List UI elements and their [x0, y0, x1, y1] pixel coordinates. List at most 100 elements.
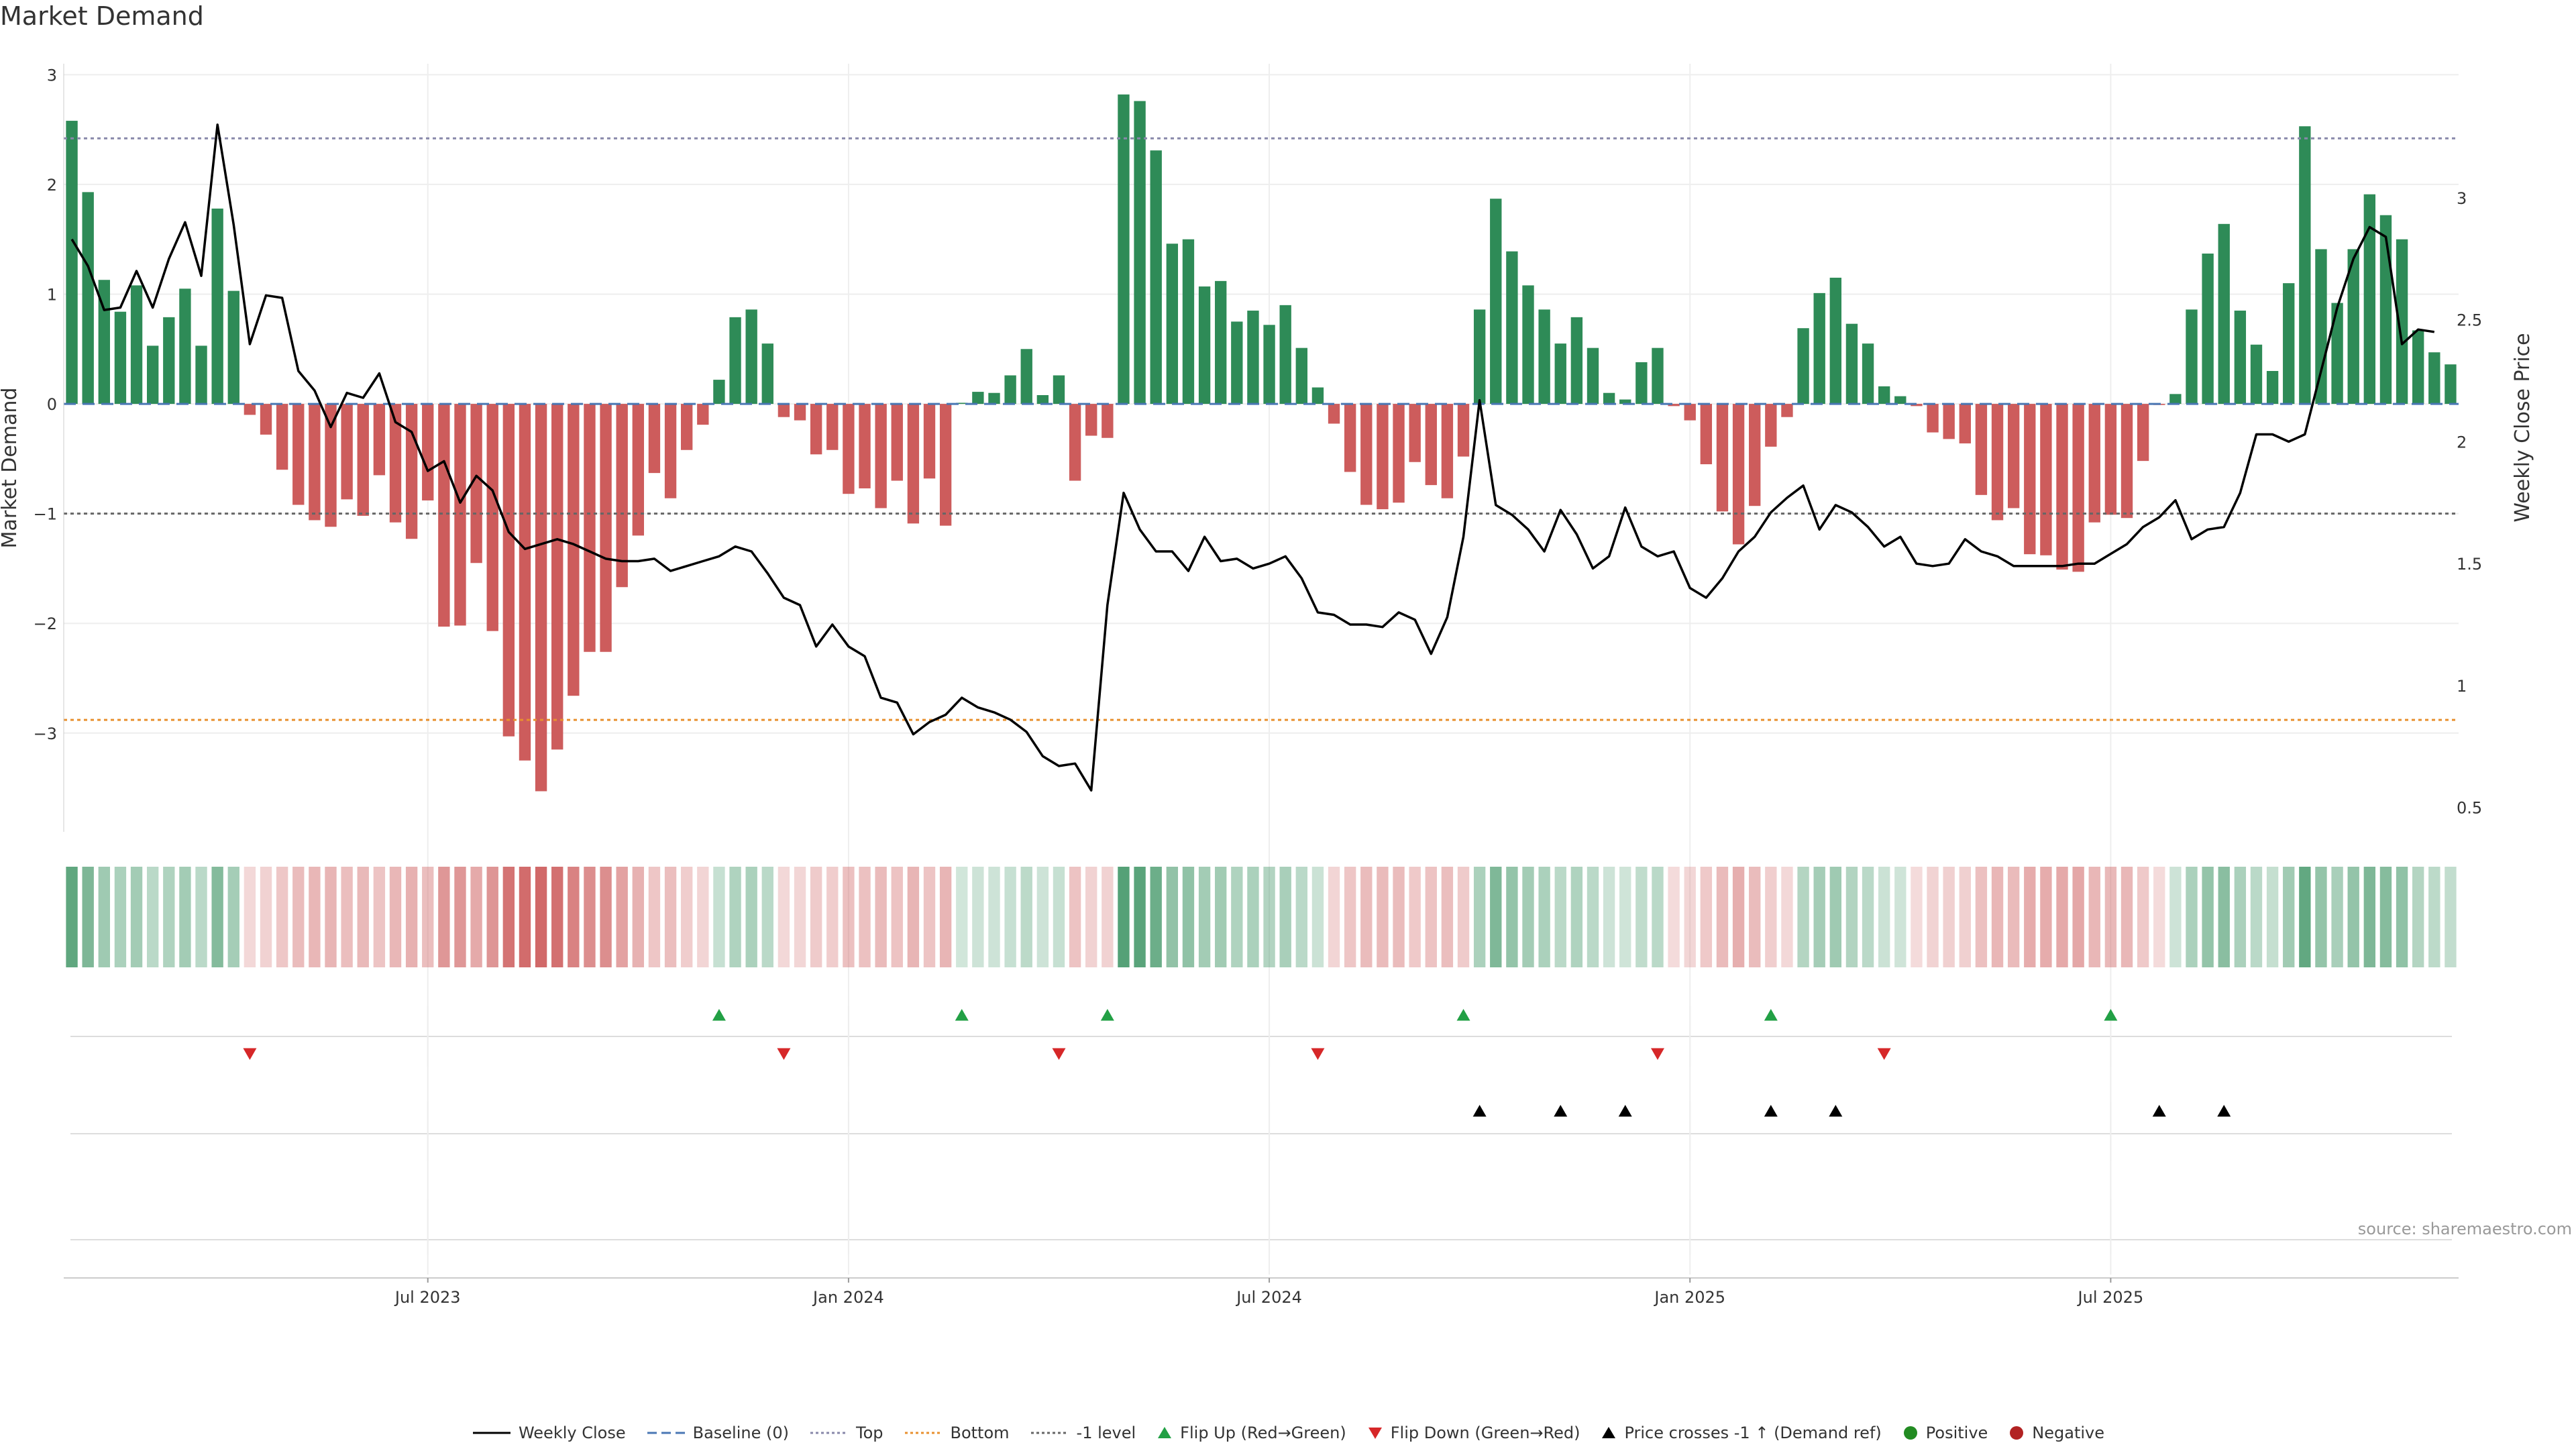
demand-bar	[244, 404, 256, 415]
demand-bar	[357, 404, 369, 516]
strip-cell	[1749, 867, 1761, 967]
legend-item: Weekly Close	[472, 1424, 626, 1442]
demand-bar	[1765, 404, 1777, 447]
price-cross-marker	[2152, 1105, 2166, 1117]
strip-cell	[1587, 867, 1599, 967]
demand-bar	[211, 208, 223, 405]
flip-up-marker	[955, 1009, 969, 1021]
strip-cell	[1409, 867, 1421, 967]
strip-cell	[1118, 867, 1130, 967]
strip-cell	[568, 867, 580, 967]
legend: Weekly Close Baseline (0) Top Bottom -1 leve…	[0, 1419, 2576, 1446]
strip-cell	[1862, 867, 1874, 967]
demand-bar	[648, 404, 661, 474]
demand-bar	[1150, 150, 1162, 405]
strip-cell	[2072, 867, 2084, 967]
legend-swatch	[1602, 1427, 1616, 1438]
strip-cell	[777, 867, 790, 967]
demand-bar	[389, 404, 402, 523]
demand-bar	[1360, 404, 1373, 505]
strip-cell	[2186, 867, 2198, 967]
demand-bar	[163, 317, 175, 405]
demand-bar	[1377, 404, 1389, 510]
legend-swatch	[2010, 1426, 2024, 1440]
demand-bar	[1845, 323, 1858, 405]
demand-bar	[1134, 101, 1146, 405]
strip-cell	[1295, 867, 1307, 967]
strip-cell	[1845, 867, 1858, 967]
price-cross-marker	[1472, 1105, 1487, 1117]
flip-down-marker	[777, 1048, 791, 1060]
legend-label: Top	[856, 1424, 883, 1442]
strip-cell	[2283, 867, 2295, 967]
demand-bar	[2104, 404, 2117, 515]
strip-cell	[1894, 867, 1907, 967]
strip-cell	[98, 867, 110, 967]
demand-bar	[664, 404, 677, 498]
legend-label: Baseline (0)	[692, 1424, 789, 1442]
legend-item: -1 level	[1030, 1424, 1136, 1442]
strip-cell	[325, 867, 337, 967]
flip-down-marker	[1052, 1048, 1066, 1060]
strip-cell	[486, 867, 498, 967]
demand-bar	[1166, 244, 1179, 405]
y2-tick-label: 1.5	[2457, 555, 2482, 574]
demand-bar	[1668, 404, 1680, 407]
strip-cell	[761, 867, 773, 967]
strip-cell	[826, 867, 839, 967]
strip-cell	[1700, 867, 1713, 967]
strip-cell	[1797, 867, 1809, 967]
x-tick-label: Jul 2024	[1235, 1288, 1302, 1307]
demand-bar	[1263, 325, 1275, 405]
demand-bar	[826, 404, 839, 450]
demand-bar	[1409, 404, 1421, 462]
demand-bar	[422, 404, 434, 501]
demand-bar	[761, 343, 773, 405]
flip-up-marker	[1456, 1009, 1470, 1021]
strip-cell	[1377, 867, 1389, 967]
strip-cell	[1166, 867, 1179, 967]
demand-bar	[1603, 392, 1615, 405]
strip-cell	[82, 867, 94, 967]
strip-cell	[1004, 867, 1016, 967]
legend-label: Price crosses -1 ↑ (Demand ref)	[1624, 1424, 1882, 1442]
strip-cell	[2104, 867, 2117, 967]
demand-bar	[1118, 94, 1130, 405]
y-tick-label: −1	[34, 505, 57, 524]
strip-cell	[2299, 867, 2311, 967]
legend-label: Flip Down (Green→Red)	[1390, 1424, 1580, 1442]
strip-cell	[2428, 867, 2440, 967]
legend-swatch	[472, 1432, 511, 1434]
strip-cell	[2007, 867, 2020, 967]
strip-cell	[260, 867, 272, 967]
strip-cell	[664, 867, 677, 967]
demand-bar	[568, 404, 580, 696]
x-tick-label: Jul 2025	[2077, 1288, 2144, 1307]
demand-bar	[1570, 317, 1583, 405]
axes: 3 2 1 0 −1 −2 −3 3 2.5 2 1.5 1 0.5 Market Demand Weekl…	[0, 64, 2534, 832]
demand-bar	[2072, 404, 2084, 572]
y-axis-label: Market Demand	[0, 388, 21, 549]
strip-cell	[1490, 867, 1502, 967]
y-tick-label: 3	[47, 66, 57, 85]
demand-bar	[939, 404, 952, 526]
demand-bar	[2315, 249, 2327, 405]
strip-cell	[600, 867, 612, 967]
strip-cell	[2153, 867, 2165, 967]
demand-bar	[584, 404, 596, 652]
strip-cell	[1765, 867, 1777, 967]
demand-bar	[1295, 347, 1307, 405]
demand-bar	[2331, 303, 2343, 405]
demand-bar	[82, 192, 94, 405]
flip-up-marker	[1764, 1009, 1778, 1021]
strip-cell	[891, 867, 903, 967]
strip-cell	[438, 867, 450, 967]
strip-cell	[794, 867, 806, 967]
demand-bar	[1198, 286, 1211, 405]
demand-bar	[1749, 404, 1761, 506]
strip-cell	[1134, 867, 1146, 967]
strip-cell	[1554, 867, 1566, 967]
demand-bar	[2137, 404, 2149, 462]
strip-cell	[1198, 867, 1211, 967]
strip-cell	[130, 867, 143, 967]
